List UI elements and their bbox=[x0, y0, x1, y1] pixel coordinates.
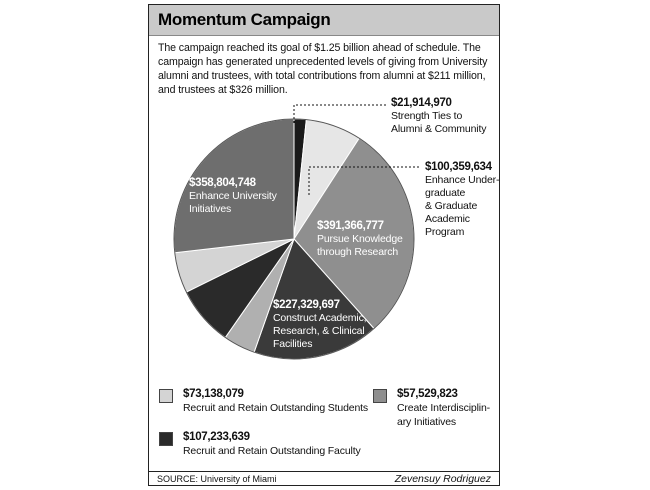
leader-line-undergraduate bbox=[308, 166, 421, 195]
leader-line-alumni bbox=[293, 104, 387, 123]
label-alumni-community: $21,914,970 Strength Ties to Alumni & Co… bbox=[391, 97, 501, 136]
label-value: $21,914,970 bbox=[391, 97, 452, 109]
source-note: SOURCE: University of Miami bbox=[157, 474, 277, 484]
legend-value: $57,529,823 bbox=[397, 388, 458, 400]
label-research: $391,366,777 Pursue Knowledge through Re… bbox=[317, 220, 427, 259]
label-desc: Enhance University Initiatives bbox=[189, 190, 277, 215]
label-undergraduate: $100,359,634 Enhance Under- graduate & G… bbox=[425, 161, 505, 239]
footer-divider bbox=[149, 471, 499, 472]
label-value: $391,366,777 bbox=[317, 220, 384, 232]
legend-swatch bbox=[159, 389, 173, 403]
chart-title: Momentum Campaign bbox=[158, 10, 331, 29]
legend-faculty: $107,233,639 Recruit and Retain Outstand… bbox=[159, 430, 369, 464]
pie-chart bbox=[173, 104, 421, 360]
author-credit: Zevensuy Rodriguez bbox=[394, 473, 491, 485]
label-facilities: $227,329,697 Construct Academic, Researc… bbox=[273, 299, 393, 351]
infographic-frame: Momentum Campaign The campaign reached i… bbox=[148, 4, 500, 486]
legend-interdisciplinary: $57,529,823 Create Interdisciplin- ary I… bbox=[373, 387, 497, 437]
label-desc: Enhance Under- graduate & Graduate Acade… bbox=[425, 174, 500, 238]
legend-swatch bbox=[159, 432, 173, 446]
label-university-initiatives: $358,804,748 Enhance University Initiati… bbox=[189, 177, 299, 216]
title-bar: Momentum Campaign bbox=[149, 5, 499, 36]
legend-students: $73,138,079 Recruit and Retain Outstandi… bbox=[159, 387, 369, 421]
label-value: $358,804,748 bbox=[189, 177, 256, 189]
legend-swatch bbox=[373, 389, 387, 403]
label-desc: Pursue Knowledge through Research bbox=[317, 233, 403, 258]
legend-desc: Recruit and Retain Outstanding Faculty bbox=[183, 445, 361, 457]
legend-desc: Create Interdisciplin- ary Initiatives bbox=[397, 402, 490, 428]
legend-desc: Recruit and Retain Outstanding Students bbox=[183, 402, 369, 414]
intro-text: The campaign reached its goal of $1.25 b… bbox=[158, 42, 488, 96]
label-desc: Construct Academic, Research, & Clinical… bbox=[273, 312, 367, 350]
label-value: $100,359,634 bbox=[425, 161, 492, 173]
label-desc: Strength Ties to Alumni & Community bbox=[391, 110, 487, 135]
legend-value: $107,233,639 bbox=[183, 431, 250, 443]
legend-value: $73,138,079 bbox=[183, 388, 244, 400]
label-value: $227,329,697 bbox=[273, 299, 340, 311]
